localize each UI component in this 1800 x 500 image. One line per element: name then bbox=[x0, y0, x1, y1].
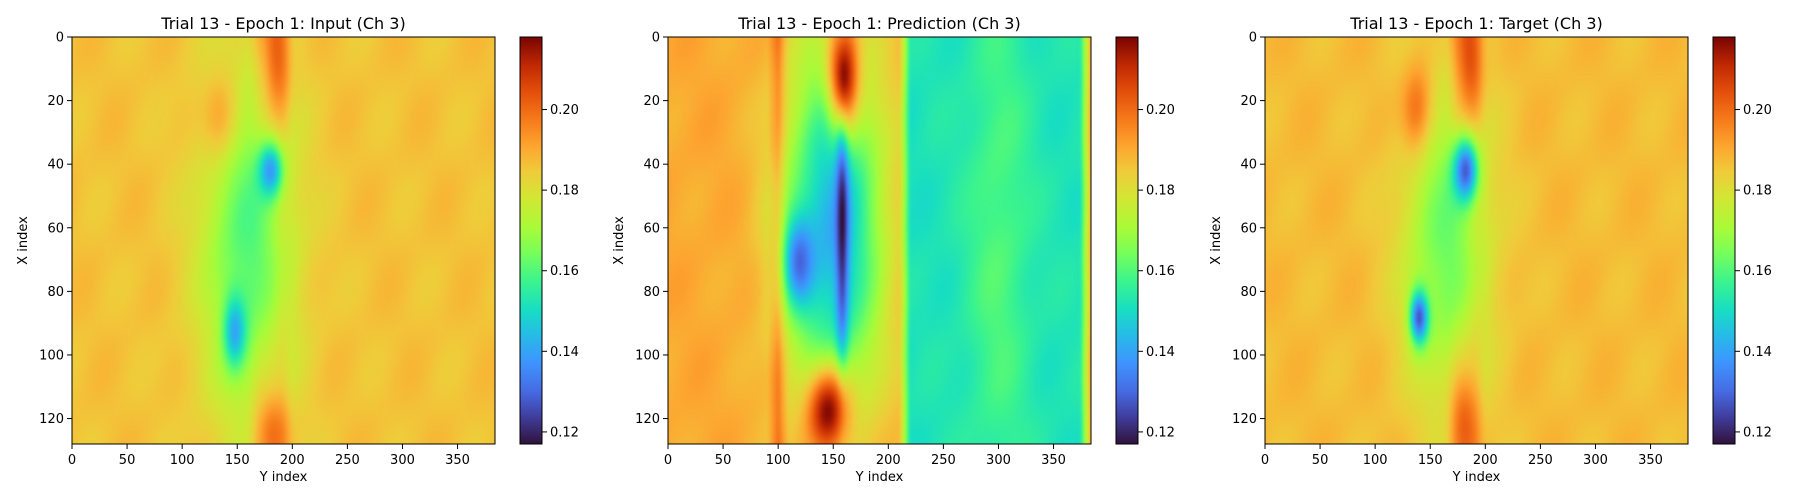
colorbar-ticks: 0.12 0.14 0.16 0.18 0.20 bbox=[1735, 103, 1772, 440]
panel-target: Trial 13 - Epoch 1: Target (Ch 3) 0 50 100… bbox=[1209, 14, 1772, 485]
colorbar-tick-label: 0.18 bbox=[1146, 184, 1175, 199]
x-tick-label: 200 bbox=[1473, 453, 1498, 468]
y-tick-label: 80 bbox=[1240, 285, 1257, 300]
colorbar-tick-label: 0.20 bbox=[550, 103, 579, 118]
colorbar bbox=[519, 36, 543, 445]
x-tick-label: 50 bbox=[715, 453, 732, 468]
colorbar-tick-label: 0.14 bbox=[550, 345, 579, 360]
y-axis-label: X index bbox=[612, 216, 627, 265]
panel-title: Trial 13 - Epoch 1: Prediction (Ch 3) bbox=[737, 14, 1020, 33]
y-tick-label: 60 bbox=[1240, 221, 1257, 236]
heatmap-image bbox=[1265, 37, 1688, 444]
colorbar-ticks: 0.12 0.14 0.16 0.18 0.20 bbox=[1138, 103, 1175, 440]
panel-title: Trial 13 - Epoch 1: Input (Ch 3) bbox=[160, 14, 405, 33]
x-axis: 0 50 100 150 200 250 300 350 bbox=[1261, 444, 1663, 468]
x-tick-label: 0 bbox=[68, 453, 76, 468]
x-tick-label: 0 bbox=[1261, 453, 1269, 468]
x-tick-label: 300 bbox=[1583, 453, 1608, 468]
panel-title: Trial 13 - Epoch 1: Target (Ch 3) bbox=[1349, 14, 1602, 33]
x-tick-label: 350 bbox=[1638, 453, 1663, 468]
colorbar-ticks: 0.12 0.14 0.16 0.18 0.20 bbox=[542, 103, 579, 440]
colorbar-tick-label: 0.20 bbox=[1146, 103, 1175, 118]
y-tick-label: 40 bbox=[47, 158, 64, 173]
x-tick-label: 50 bbox=[1312, 453, 1329, 468]
x-tick-label: 100 bbox=[170, 453, 195, 468]
colorbar-tick-label: 0.20 bbox=[1743, 103, 1772, 118]
x-tick-label: 150 bbox=[225, 453, 250, 468]
colorbar-tick-label: 0.12 bbox=[550, 425, 579, 440]
colorbar-tick-label: 0.14 bbox=[1743, 345, 1772, 360]
y-tick-label: 0 bbox=[652, 31, 660, 46]
y-axis-label: X index bbox=[1209, 216, 1224, 265]
plot-frame bbox=[71, 36, 496, 445]
x-tick-label: 150 bbox=[821, 453, 846, 468]
x-tick-label: 200 bbox=[876, 453, 901, 468]
panel-input: Trial 13 - Epoch 1: Input (Ch 3) 0 50 100 1… bbox=[16, 14, 579, 485]
colorbar bbox=[1115, 36, 1139, 445]
y-tick-label: 120 bbox=[635, 412, 660, 427]
x-tick-label: 300 bbox=[390, 453, 415, 468]
colorbar-tick-label: 0.16 bbox=[1743, 264, 1772, 279]
x-axis: 0 50 100 150 200 250 300 350 bbox=[68, 444, 470, 468]
plot-frame bbox=[1264, 36, 1689, 445]
y-tick-label: 80 bbox=[643, 285, 660, 300]
colorbar-tick-label: 0.12 bbox=[1146, 425, 1175, 440]
y-tick-label: 120 bbox=[39, 412, 64, 427]
colorbar-tick-label: 0.18 bbox=[1743, 184, 1772, 199]
y-tick-label: 40 bbox=[1240, 158, 1257, 173]
y-tick-label: 120 bbox=[1232, 412, 1257, 427]
colorbar-tick-label: 0.14 bbox=[1146, 345, 1175, 360]
y-tick-label: 20 bbox=[643, 94, 660, 109]
colorbar-tick-label: 0.16 bbox=[1146, 264, 1175, 279]
x-tick-label: 50 bbox=[119, 453, 136, 468]
colorbar-tick-label: 0.16 bbox=[550, 264, 579, 279]
y-axis-label: X index bbox=[16, 216, 31, 265]
x-tick-label: 250 bbox=[335, 453, 360, 468]
y-tick-label: 80 bbox=[47, 285, 64, 300]
y-axis: 0 20 40 60 80 100 120 bbox=[1232, 31, 1265, 427]
x-tick-label: 350 bbox=[445, 453, 470, 468]
panel-prediction: Trial 13 - Epoch 1: Prediction (Ch 3) 0 5… bbox=[612, 14, 1175, 485]
y-tick-label: 60 bbox=[47, 221, 64, 236]
y-tick-label: 40 bbox=[643, 158, 660, 173]
x-tick-label: 350 bbox=[1041, 453, 1066, 468]
y-axis: 0 20 40 60 80 100 120 bbox=[39, 31, 72, 427]
colorbar bbox=[1712, 36, 1736, 445]
y-tick-label: 20 bbox=[1240, 94, 1257, 109]
x-tick-label: 250 bbox=[931, 453, 956, 468]
x-axis-label: Y index bbox=[259, 470, 308, 485]
y-tick-label: 20 bbox=[47, 94, 64, 109]
x-tick-label: 0 bbox=[664, 453, 672, 468]
y-tick-label: 60 bbox=[643, 221, 660, 236]
x-axis-label: Y index bbox=[855, 470, 904, 485]
colorbar-tick-label: 0.18 bbox=[550, 184, 579, 199]
x-tick-label: 300 bbox=[986, 453, 1011, 468]
x-axis: 0 50 100 150 200 250 300 350 bbox=[664, 444, 1066, 468]
colorbar-tick-label: 0.12 bbox=[1743, 425, 1772, 440]
x-tick-label: 100 bbox=[766, 453, 791, 468]
y-tick-label: 100 bbox=[39, 348, 64, 363]
y-tick-label: 100 bbox=[1232, 348, 1257, 363]
y-tick-label: 100 bbox=[635, 348, 660, 363]
heatmap-image bbox=[668, 37, 1091, 444]
x-tick-label: 150 bbox=[1418, 453, 1443, 468]
y-tick-label: 0 bbox=[56, 31, 64, 46]
x-tick-label: 250 bbox=[1528, 453, 1553, 468]
plot-frame bbox=[667, 36, 1092, 445]
heatmap-image bbox=[72, 37, 495, 444]
x-tick-label: 100 bbox=[1363, 453, 1388, 468]
x-tick-label: 200 bbox=[280, 453, 305, 468]
x-axis-label: Y index bbox=[1452, 470, 1501, 485]
y-axis: 0 20 40 60 80 100 120 bbox=[635, 31, 668, 427]
y-tick-label: 0 bbox=[1249, 31, 1257, 46]
